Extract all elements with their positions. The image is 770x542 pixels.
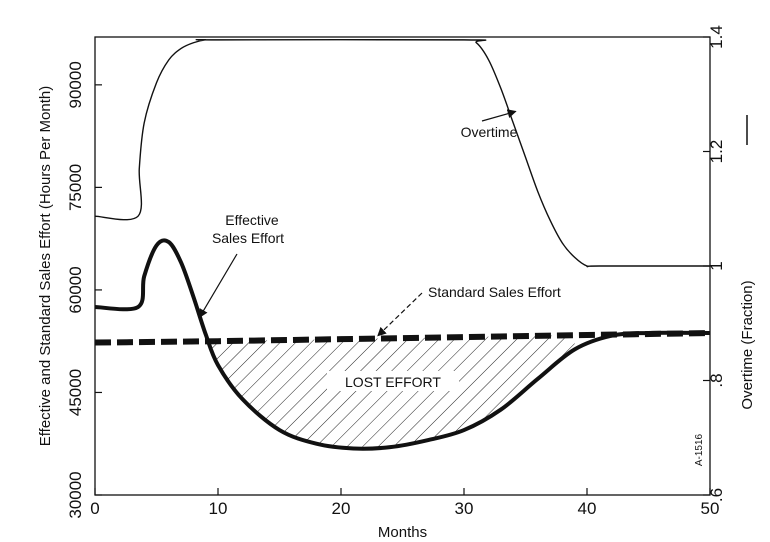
effective-effort-annotation-line2: Sales Effort bbox=[212, 230, 284, 246]
x-tick-label: 50 bbox=[701, 499, 720, 518]
overtime-annotation: Overtime bbox=[461, 124, 518, 140]
y-left-tick-label: 90000 bbox=[66, 61, 85, 108]
figure-code-label: A-1516 bbox=[694, 433, 705, 466]
y-right-tick-label: 1 bbox=[707, 261, 726, 270]
y-right-tick-label: .8 bbox=[707, 373, 726, 387]
x-tick-label: 10 bbox=[209, 499, 228, 518]
y-right-tick-label: 1.2 bbox=[707, 140, 726, 164]
y-left-tick-label: 75000 bbox=[66, 164, 85, 211]
y-left-tick-label: 60000 bbox=[66, 266, 85, 313]
x-axis-title: Months bbox=[378, 524, 427, 541]
ticks-group: 0 10 20 30 40 50 30000 45000 60000 75000 90000 .6 .8… bbox=[66, 25, 726, 518]
y-axis-left-title: Effective and Standard Sales Effort (Hou… bbox=[37, 86, 54, 446]
effective-sales-effort-line bbox=[94, 238, 711, 451]
x-tick-label: 20 bbox=[332, 499, 351, 518]
y-left-tick-label: 45000 bbox=[66, 369, 85, 416]
standard-effort-annotation: Standard Sales Effort bbox=[428, 284, 561, 300]
y-right-tick-label: 1.4 bbox=[707, 25, 726, 49]
overtime-series-line bbox=[94, 38, 710, 268]
x-tick-label: 0 bbox=[90, 499, 99, 518]
lost-effort-label: LOST EFFORT bbox=[345, 374, 441, 390]
y-left-tick-label: 30000 bbox=[66, 471, 85, 518]
x-tick-label: 40 bbox=[578, 499, 597, 518]
x-tick-label: 30 bbox=[455, 499, 474, 518]
effective-effort-annotation-line1: Effective bbox=[225, 212, 279, 228]
lost-effort-label-bg bbox=[327, 371, 459, 391]
lost-effort-region-group bbox=[205, 334, 575, 449]
effective-effort-annotation-arrow bbox=[199, 253, 238, 319]
y-right-tick-label: .6 bbox=[707, 488, 726, 502]
y-axis-right-title: Overtime (Fraction) bbox=[739, 280, 756, 409]
overtime-annotation-arrow bbox=[481, 109, 517, 122]
lost-effort-hatched-region bbox=[205, 334, 575, 449]
series-group bbox=[94, 38, 711, 451]
standard-effort-annotation-arrow bbox=[377, 292, 423, 337]
